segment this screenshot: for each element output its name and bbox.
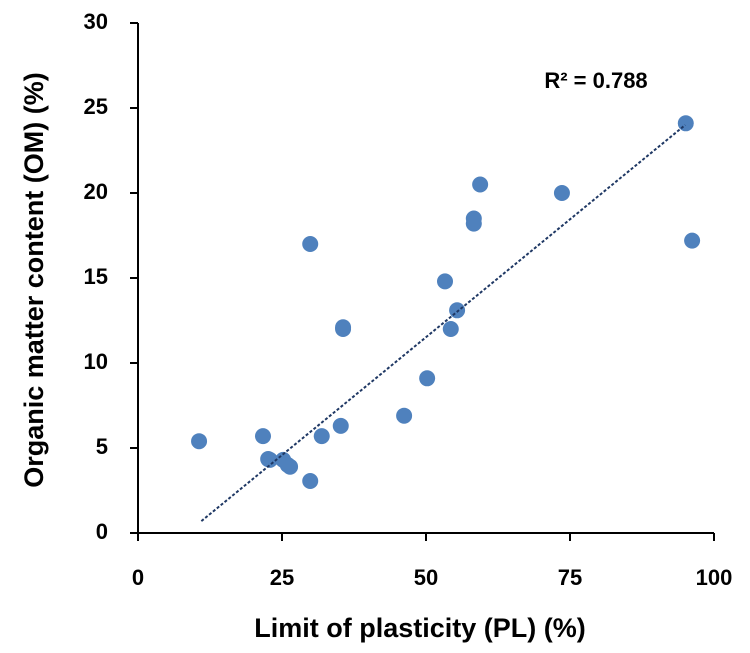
annotation: R² = 0.788 — [544, 68, 647, 93]
point — [191, 433, 208, 450]
x-tick-label: 50 — [414, 565, 438, 590]
x-tick-label: 100 — [696, 565, 733, 590]
x-tick-label: 0 — [132, 565, 144, 590]
y-tick-label: 0 — [96, 519, 108, 544]
trendline — [200, 124, 686, 522]
point — [282, 458, 299, 475]
point — [437, 273, 454, 290]
point — [442, 321, 459, 337]
point — [335, 321, 352, 337]
point — [677, 115, 694, 132]
y-tick-label: 15 — [84, 264, 108, 289]
point — [313, 428, 330, 445]
x-axis-title: Limit of plasticity (PL) (%) — [254, 613, 586, 643]
y-tick-label: 30 — [84, 9, 108, 34]
point — [396, 407, 413, 424]
point — [332, 417, 349, 434]
point — [261, 451, 278, 468]
y-tick-label: 25 — [84, 94, 108, 119]
point — [449, 302, 466, 319]
point — [419, 370, 436, 387]
point — [254, 428, 271, 445]
point — [684, 232, 701, 249]
y-tick-label: 20 — [84, 179, 108, 204]
y-tick-label: 10 — [84, 349, 108, 374]
y-axis-title: Organic matter content (OM) (%) — [19, 72, 49, 488]
point — [302, 472, 319, 489]
point — [302, 236, 319, 252]
point — [553, 185, 570, 201]
x-tick-label: 25 — [270, 565, 294, 590]
point — [465, 215, 482, 232]
x-tick-label: 75 — [558, 565, 582, 590]
y-tick-label: 5 — [96, 434, 108, 459]
point — [472, 176, 489, 193]
